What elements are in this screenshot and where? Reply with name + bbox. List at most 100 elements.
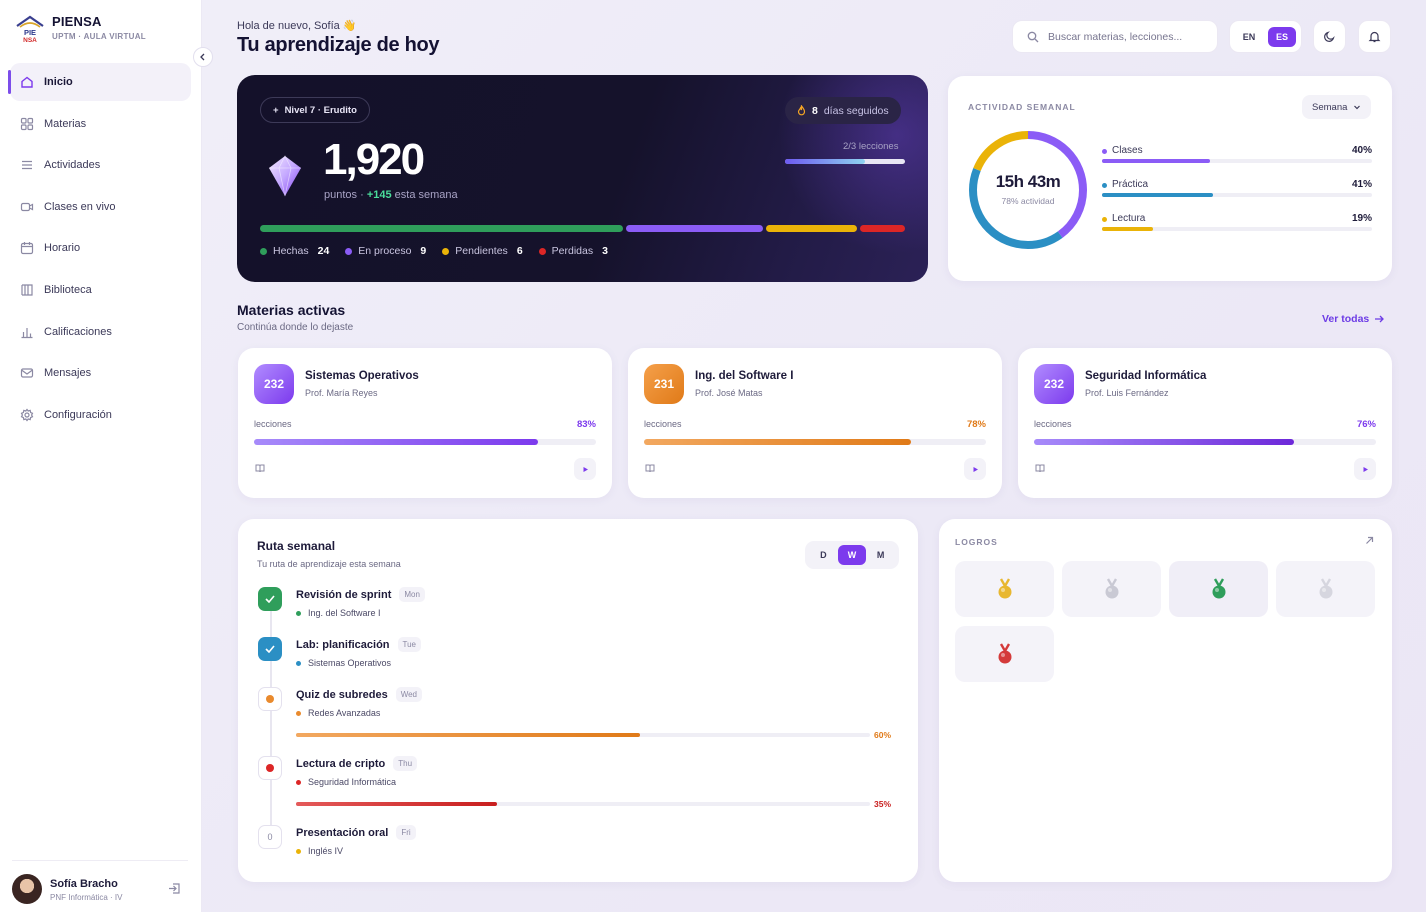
library-icon	[20, 283, 34, 297]
sidebar-item-calificaciones[interactable]: Calificaciones	[10, 313, 191, 351]
status-segment	[859, 225, 905, 232]
timeline-title-text: Lectura de cripto	[296, 757, 386, 770]
activity-donut	[966, 128, 1090, 252]
row-pct: 41%	[1351, 179, 1372, 190]
sidebar-item-label: Configuración	[44, 408, 112, 421]
subject-progress-pct: 76%	[1356, 419, 1376, 430]
subject-progress-label: lecciones	[644, 419, 682, 429]
points-delta: +145	[366, 189, 392, 201]
row-pct: 40%	[1351, 145, 1372, 156]
tab-month[interactable]: M	[876, 550, 885, 560]
silver-medal-icon	[1103, 578, 1121, 600]
subject-code-badge: 232	[254, 364, 294, 404]
subject-progress-pct: 83%	[576, 419, 596, 430]
subject-card[interactable]: 231 Ing. del Software I Prof. José Matas…	[628, 348, 1002, 498]
book-icon	[645, 464, 655, 473]
legend-value: 24	[317, 245, 330, 257]
lessons-progress-label: 2/3 lecciones	[843, 141, 899, 152]
sidebar-item-mensajes[interactable]: Mensajes	[10, 354, 191, 392]
user-profile[interactable]: Sofía Bracho PNF Informática · IV	[12, 860, 188, 908]
external-link-icon[interactable]	[1365, 536, 1374, 545]
gem-icon	[268, 155, 302, 197]
play-icon	[582, 466, 589, 473]
subject-card[interactable]: 232 Seguridad Informática Prof. Luis Fer…	[1018, 348, 1392, 498]
search-input[interactable]	[1048, 30, 1208, 43]
medal-tile[interactable]	[1276, 561, 1375, 617]
sidebar-item-actividades[interactable]: Actividades	[10, 146, 191, 184]
book-icon	[1035, 464, 1045, 473]
video-icon	[20, 200, 34, 214]
donut-segment	[969, 131, 1087, 249]
play-button[interactable]	[1354, 458, 1376, 480]
status-legend: Hechas 24 En proceso 9 Pendientes 6 Perdida…	[260, 245, 608, 257]
subject-professor: Prof. Luis Fernández	[1085, 388, 1169, 398]
subject-progress-pct: 78%	[966, 419, 986, 430]
streak-badge: 8 días seguidos	[785, 97, 901, 124]
sparkle-icon: +	[273, 104, 279, 116]
tab-day[interactable]: D	[820, 550, 827, 560]
timeline-subject: Ing. del Software I	[296, 608, 381, 618]
tab-week[interactable]: W	[837, 545, 866, 565]
sidebar-item-label: Calificaciones	[44, 325, 112, 338]
lang-en-button[interactable]: EN	[1242, 31, 1256, 42]
status-segment	[260, 225, 624, 232]
subject-dot	[296, 848, 301, 854]
search-bar[interactable]	[1012, 20, 1218, 53]
brand-name: PIENSA	[52, 14, 102, 29]
status-segment	[765, 225, 857, 232]
logout-icon[interactable]	[168, 882, 181, 895]
row-dot	[1102, 183, 1107, 188]
legend-item-pendientes: Pendientes 6	[442, 245, 523, 257]
search-icon	[1027, 31, 1039, 43]
timeline-subject-text: Sistemas Operativos	[308, 658, 392, 668]
greeting: Hola de nuevo, Sofía 👋	[237, 20, 357, 32]
moon-icon	[1323, 30, 1336, 43]
medal-tile[interactable]	[1169, 561, 1268, 617]
sidebar: PIE NSA PIENSA UPTM · AULA VIRTUAL Inici…	[0, 0, 202, 912]
silver-medal-icon	[1317, 578, 1335, 600]
play-button[interactable]	[574, 458, 596, 480]
timeline-subject: Seguridad Informática	[296, 777, 396, 787]
timeline-subject: Inglés IV	[296, 846, 343, 856]
green-medal-icon	[1210, 578, 1228, 600]
status-dot	[260, 247, 267, 255]
timeline-subject: Sistemas Operativos	[296, 658, 391, 668]
subject-name: Seguridad Informática	[1085, 370, 1207, 382]
sidebar-item-clases-en-vivo[interactable]: Clases en vivo	[10, 188, 191, 226]
legend-value: 6	[516, 245, 523, 257]
row-track	[1102, 227, 1372, 231]
collapse-sidebar-button[interactable]	[193, 47, 213, 67]
play-button[interactable]	[964, 458, 986, 480]
sidebar-item-label: Biblioteca	[44, 283, 92, 296]
timeline-line	[270, 595, 272, 840]
see-all-link[interactable]: Ver todas	[1322, 313, 1385, 325]
subject-progress-track	[254, 439, 596, 445]
subject-card[interactable]: 232 Sistemas Operativos Prof. María Reye…	[238, 348, 612, 498]
subject-name: Sistemas Operativos	[305, 370, 419, 382]
notifications-button[interactable]	[1358, 20, 1391, 53]
sidebar-item-biblioteca[interactable]: Biblioteca	[10, 271, 191, 309]
medal-tile[interactable]	[955, 561, 1054, 617]
period-select[interactable]: Semana	[1302, 95, 1372, 119]
sidebar-item-configuracion[interactable]: Configuración	[10, 396, 191, 434]
row-track	[1102, 193, 1372, 197]
medal-tile[interactable]	[1062, 561, 1161, 617]
sidebar-item-materias[interactable]: Materias	[10, 105, 191, 143]
streak-count: 8	[812, 104, 818, 117]
timeline-title: Lectura de cripto Thu	[296, 756, 418, 771]
row-fill	[1102, 227, 1154, 231]
check-icon	[258, 637, 282, 661]
row-dot	[1102, 149, 1107, 154]
lang-es-button[interactable]: ES	[1268, 26, 1296, 47]
sidebar-item-inicio[interactable]: Inicio	[8, 63, 191, 101]
dark-mode-button[interactable]	[1313, 20, 1346, 53]
status-dot	[345, 247, 353, 255]
row-dot	[1102, 217, 1107, 222]
timeline-title: Quiz de subredes Wed	[296, 687, 423, 702]
sidebar-item-horario[interactable]: Horario	[10, 229, 191, 267]
timeline-day: Wed	[395, 687, 423, 702]
lessons-progress-bar	[785, 159, 905, 164]
level-badge: + Nivel 7 · Erudito	[260, 97, 370, 123]
achievements-caption: LOGROS	[955, 537, 998, 547]
medal-tile[interactable]	[955, 626, 1054, 682]
